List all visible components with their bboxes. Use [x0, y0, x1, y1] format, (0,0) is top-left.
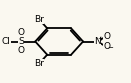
Text: Br: Br: [34, 59, 44, 68]
Text: O: O: [103, 32, 110, 41]
Text: O: O: [103, 42, 110, 51]
Text: −: −: [108, 45, 113, 51]
Text: Br: Br: [34, 15, 44, 24]
Text: Cl: Cl: [2, 37, 11, 46]
Text: +: +: [97, 36, 103, 42]
Text: O: O: [17, 28, 24, 37]
Text: N: N: [94, 37, 101, 46]
Text: O: O: [17, 46, 24, 55]
Text: S: S: [18, 37, 24, 46]
